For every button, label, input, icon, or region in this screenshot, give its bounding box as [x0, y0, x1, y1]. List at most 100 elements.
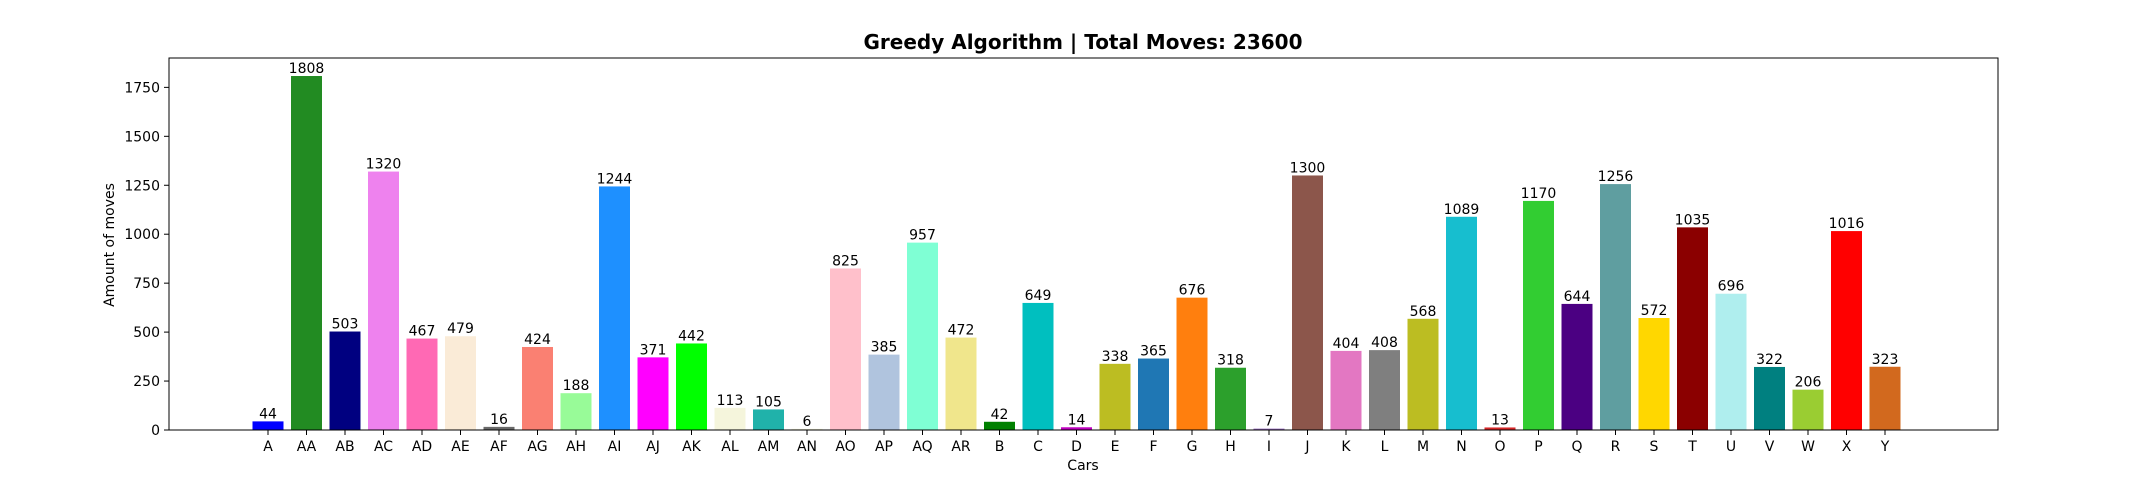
x-tick-label-k: K — [1341, 439, 1351, 455]
x-tick-label-aq: AQ — [912, 439, 932, 455]
bar-aq — [907, 242, 938, 430]
value-label-j: 1300 — [1290, 160, 1326, 176]
value-label-ad: 467 — [409, 324, 436, 340]
bar-ai — [599, 186, 630, 430]
bar-q — [1561, 303, 1593, 430]
bar-s — [1638, 318, 1670, 430]
axes-frame — [168, 57, 1999, 431]
x-tick-label-al: AL — [721, 439, 739, 455]
x-tick-label-aj: AJ — [646, 439, 660, 455]
value-label-r: 1256 — [1598, 169, 1634, 185]
value-label-c: 649 — [1025, 288, 1052, 304]
value-label-an: 6 — [803, 414, 812, 430]
bar-ao — [830, 268, 861, 430]
x-tick-label-ao: AO — [835, 439, 855, 455]
bar-i — [1253, 428, 1285, 430]
value-label-p: 1170 — [1521, 186, 1557, 202]
bar-ap — [868, 354, 900, 430]
value-label-aq: 957 — [909, 228, 936, 244]
x-tick-label-c: C — [1033, 439, 1043, 455]
x-tick-label-g: G — [1187, 439, 1198, 455]
x-tick-label-h: H — [1225, 439, 1236, 455]
bar-m — [1407, 318, 1439, 430]
x-tick-label-ak: AK — [682, 439, 702, 455]
x-tick-label-q: Q — [1571, 439, 1582, 455]
x-tick-label-a: A — [263, 439, 273, 455]
value-label-v: 322 — [1756, 352, 1783, 368]
bar-an — [791, 428, 823, 430]
bar-k — [1330, 350, 1362, 430]
x-tick-label-af: AF — [490, 439, 508, 455]
x-tick-label-n: N — [1456, 439, 1466, 455]
value-label-ai: 1244 — [597, 171, 633, 187]
value-label-af: 16 — [490, 412, 508, 428]
value-label-ar: 472 — [948, 323, 975, 339]
value-label-aj: 371 — [640, 342, 667, 358]
value-label-ae: 479 — [447, 321, 474, 337]
x-tick-label-u: U — [1726, 439, 1736, 455]
x-tick-label-i: I — [1267, 439, 1271, 455]
bar-c — [1022, 302, 1054, 430]
value-label-n: 1089 — [1444, 202, 1480, 218]
value-label-al: 113 — [717, 393, 744, 409]
value-label-u: 696 — [1718, 279, 1745, 295]
value-label-ab: 503 — [332, 317, 359, 333]
bar-ac — [368, 171, 399, 430]
bar-o — [1484, 427, 1516, 430]
bar-n — [1446, 216, 1477, 430]
bar-am — [753, 409, 784, 430]
bar-p — [1523, 200, 1554, 430]
y-tick-label: 1250 — [124, 178, 160, 194]
value-label-l: 408 — [1371, 335, 1398, 351]
value-label-m: 568 — [1410, 304, 1437, 320]
y-tick-label: 750 — [133, 276, 160, 292]
value-label-t: 1035 — [1675, 212, 1711, 228]
value-label-am: 105 — [755, 394, 782, 410]
plot-area: 44 A 1808 AA 503 AB 1320 AC 467 AD 479 AE 16 AF 424 AG 1… — [124, 57, 1999, 455]
x-tick-label-p: P — [1534, 439, 1542, 455]
x-tick-label-ab: AB — [335, 439, 354, 455]
bar-aa — [291, 76, 322, 430]
y-tick-label: 1500 — [124, 129, 160, 145]
x-tick-label-x: X — [1842, 439, 1852, 455]
x-tick-label-l: L — [1381, 439, 1389, 455]
x-axis-label: Cars — [1067, 458, 1098, 474]
bar-ad — [406, 338, 438, 430]
bar-b — [984, 421, 1015, 430]
value-label-ag: 424 — [524, 332, 551, 348]
bar-y — [1869, 366, 1901, 430]
bar-ab — [329, 331, 361, 430]
bar-f — [1138, 358, 1169, 430]
x-tick-label-am: AM — [758, 439, 780, 455]
value-label-x: 1016 — [1829, 216, 1865, 232]
value-label-f: 365 — [1140, 344, 1167, 360]
value-label-aa: 1808 — [289, 61, 325, 77]
x-tick-label-y: Y — [1880, 439, 1890, 455]
x-tick-label-ae: AE — [451, 439, 469, 455]
x-tick-label-e: E — [1111, 439, 1120, 455]
y-axis-label: Amount of moves — [102, 183, 118, 307]
value-label-h: 318 — [1217, 353, 1244, 369]
value-label-ap: 385 — [871, 340, 898, 356]
x-tick-label-s: S — [1650, 439, 1659, 455]
value-label-d: 14 — [1068, 412, 1086, 428]
bar-l — [1369, 350, 1400, 430]
y-tick-label: 1750 — [124, 80, 160, 96]
chart-title: Greedy Algorithm | Total Moves: 23600 — [864, 30, 1303, 54]
bar-e — [1099, 363, 1131, 430]
x-tick-label-an: AN — [797, 439, 817, 455]
value-label-e: 338 — [1102, 349, 1129, 365]
bar-a — [252, 421, 284, 430]
bar-ae — [445, 336, 476, 430]
y-tick-label: 0 — [151, 423, 160, 439]
x-tick-label-v: V — [1765, 439, 1775, 455]
value-label-ah: 188 — [563, 378, 590, 394]
value-label-b: 42 — [991, 407, 1009, 423]
value-label-ak: 442 — [678, 328, 705, 344]
value-label-g: 676 — [1179, 283, 1206, 299]
x-tick-label-ac: AC — [374, 439, 393, 455]
bar-ak — [676, 343, 707, 430]
x-tick-label-t: T — [1687, 439, 1697, 455]
x-tick-label-ai: AI — [608, 439, 622, 455]
